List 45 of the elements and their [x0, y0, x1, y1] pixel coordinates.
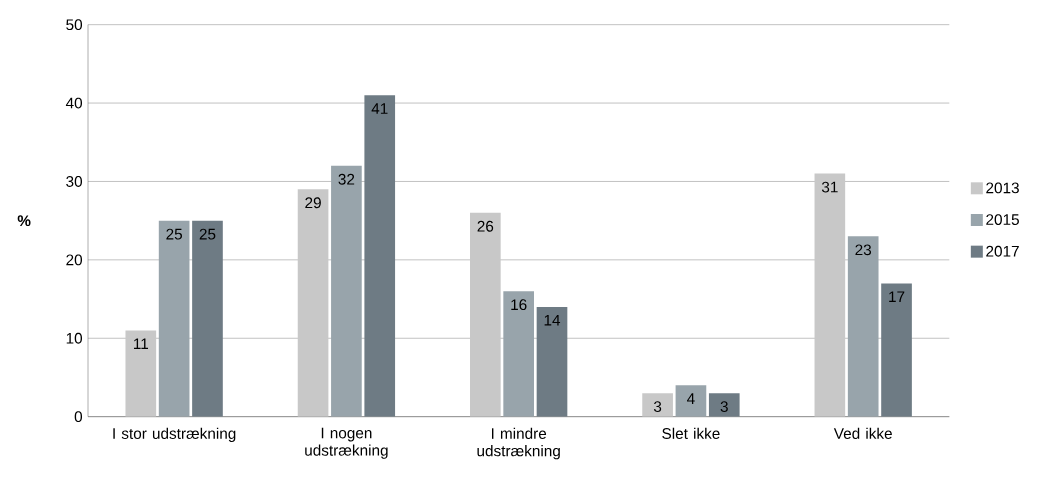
bar [708, 393, 740, 417]
bar [814, 173, 846, 417]
x-tick-label: I stor udstrækning [113, 427, 236, 443]
x-tick-label: Ved ikke [833, 427, 892, 439]
data-label: 32 [338, 173, 355, 185]
data-label: 23 [855, 244, 872, 256]
data-label: 41 [371, 103, 388, 114]
data-label: 14 [544, 314, 561, 326]
bar [675, 385, 707, 417]
bar [192, 220, 223, 417]
legend-label: 2013 [986, 182, 1019, 194]
y-axis-title: % [17, 215, 31, 227]
bar [331, 165, 362, 417]
data-label: 11 [134, 338, 149, 350]
y-tick-label: 20 [66, 254, 83, 266]
y-tick-label: 50 [66, 19, 83, 31]
x-tick-label: I nogen udstrækning [305, 427, 388, 459]
legend-label: 2015 [986, 214, 1019, 226]
bar [158, 220, 190, 417]
data-label: 31 [821, 181, 838, 193]
data-label: 4 [687, 393, 695, 404]
x-tick-label: Slet ikke [662, 427, 720, 439]
bar [503, 291, 534, 417]
bar [297, 189, 329, 417]
bar [125, 330, 157, 417]
x-tick-label: I mindre udstrækning [477, 427, 560, 460]
data-label: 25 [166, 228, 183, 240]
bar [470, 212, 501, 417]
data-label: 16 [511, 299, 527, 311]
data-label: 25 [199, 228, 216, 240]
data-label: 26 [477, 220, 494, 232]
bar [847, 236, 879, 417]
bar [642, 393, 673, 417]
data-label: 3 [720, 401, 728, 413]
bar [364, 95, 396, 417]
data-label: 3 [653, 401, 662, 413]
bar [881, 283, 912, 417]
bar [536, 306, 568, 417]
y-tick-label: 30 [66, 176, 83, 187]
y-tick-label: 40 [65, 97, 83, 109]
y-tick-label: 10 [66, 332, 83, 344]
legend-label: 2017 [986, 245, 1019, 257]
data-label: 17 [889, 291, 905, 302]
y-tick-label: 0 [74, 411, 83, 423]
data-label: 29 [305, 197, 321, 209]
